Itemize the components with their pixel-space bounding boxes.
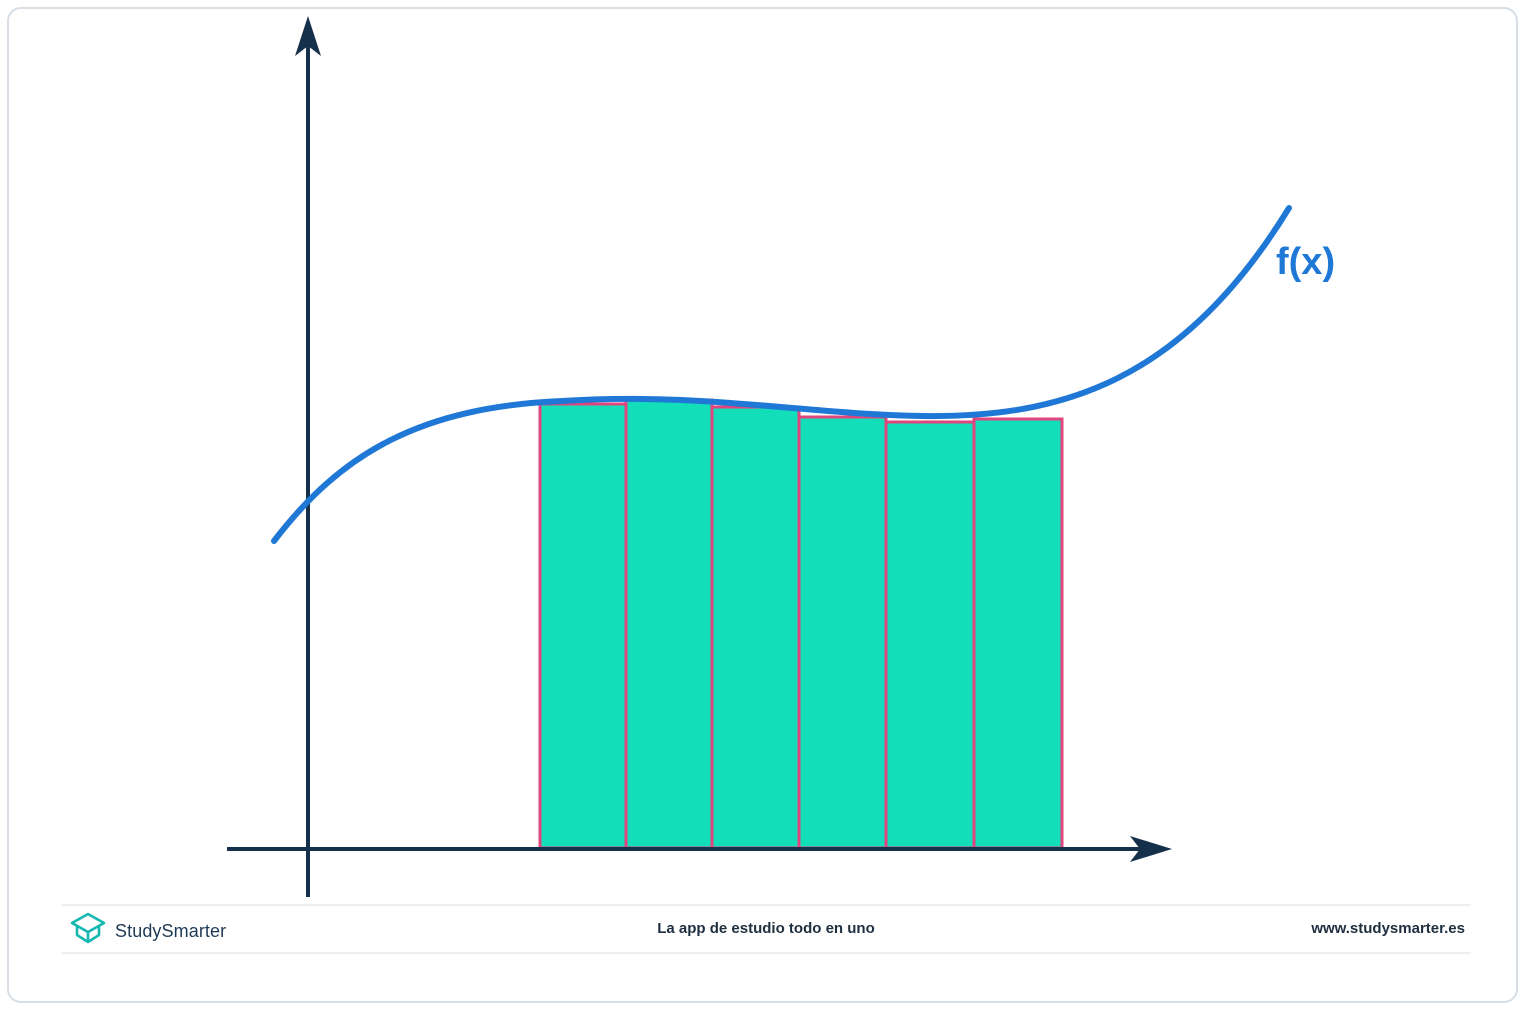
figure-frame: f(x) StudySmarter La app de estudio todo… [7,7,1518,1003]
riemann-rectangle [624,398,714,850]
website-link[interactable]: www.studysmarter.es [1311,920,1465,937]
brand-name: StudySmarter [115,920,227,941]
riemann-rectangle [710,405,801,850]
axes [227,16,1172,897]
riemann-rectangle [972,417,1064,850]
tagline: La app de estudio todo en uno [657,920,875,937]
x-axis-arrow-icon [1130,836,1172,862]
function-label: f(x) [1276,241,1335,283]
riemann-rectangles [538,398,1064,850]
riemann-rectangle [538,402,628,850]
riemann-rectangle [797,415,888,850]
function-curve [271,205,1292,544]
riemann-rectangle [884,420,976,850]
y-axis-arrow-icon [295,16,321,56]
footer-bar: StudySmarter La app de estudio todo en u… [61,904,1471,954]
brand: StudySmarter [69,912,227,951]
riemann-sum-diagram: f(x) [227,16,1335,897]
studysmarter-logo-icon [69,912,107,951]
